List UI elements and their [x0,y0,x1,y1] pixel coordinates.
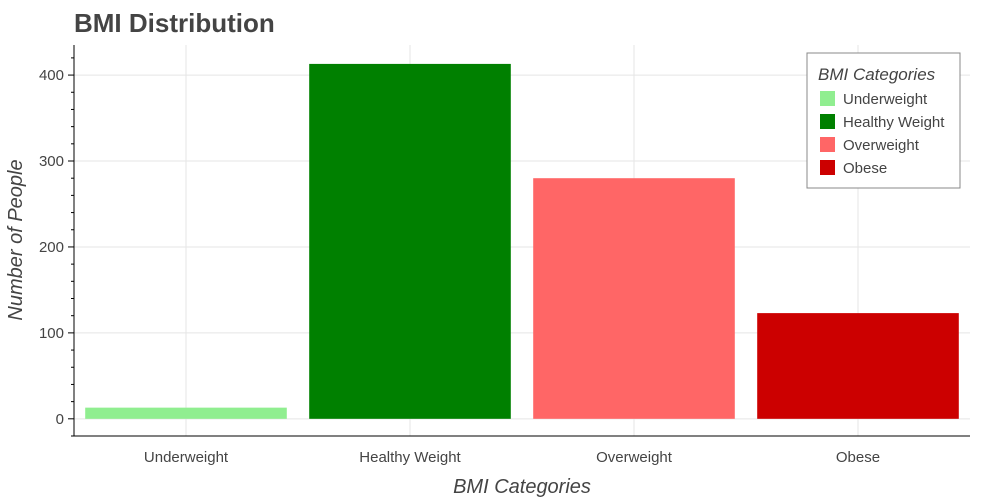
legend-items: Underweight Healthy Weight Overweight Obese [820,91,945,177]
x-axis-label: BMI Categories [453,476,591,498]
y-axis-label: Number of People [5,159,27,320]
bar-obese [757,313,959,419]
legend-entry-label: Healthy Weight [843,114,945,131]
x-ticks: Underweight Healthy Weight Overweight Obese [144,449,880,466]
axes [73,45,970,437]
x-tick-label: Overweight [596,449,673,466]
grid [74,45,970,436]
legend-entry-label: Overweight [843,137,920,154]
legend-entry-label: Underweight [843,91,928,108]
y-tick-label: 100 [39,325,64,342]
x-tick-label: Obese [836,449,880,466]
legend-swatch [820,114,835,129]
y-tick-label: 200 [39,239,64,256]
y-tick-label: 400 [39,67,64,84]
x-tick-label: Healthy Weight [359,449,461,466]
legend-swatch [820,160,835,175]
x-tick-label: Underweight [144,449,229,466]
bar-overweight [533,178,735,419]
chart-title: BMI Distribution [74,8,275,38]
legend-entry-label: Obese [843,160,887,177]
y-tick-label: 300 [39,153,64,170]
legend-title: BMI Categories [818,65,936,84]
legend-swatch [820,91,835,106]
y-tick-label: 0 [56,411,64,428]
legend: BMI Categories Underweight Healthy Weight… [806,52,961,189]
bars [85,63,959,419]
legend-swatch [820,137,835,152]
y-ticks: 0 100 200 300 400 [39,57,74,437]
bar-underweight [85,407,287,419]
bar-healthy-weight [309,63,511,419]
